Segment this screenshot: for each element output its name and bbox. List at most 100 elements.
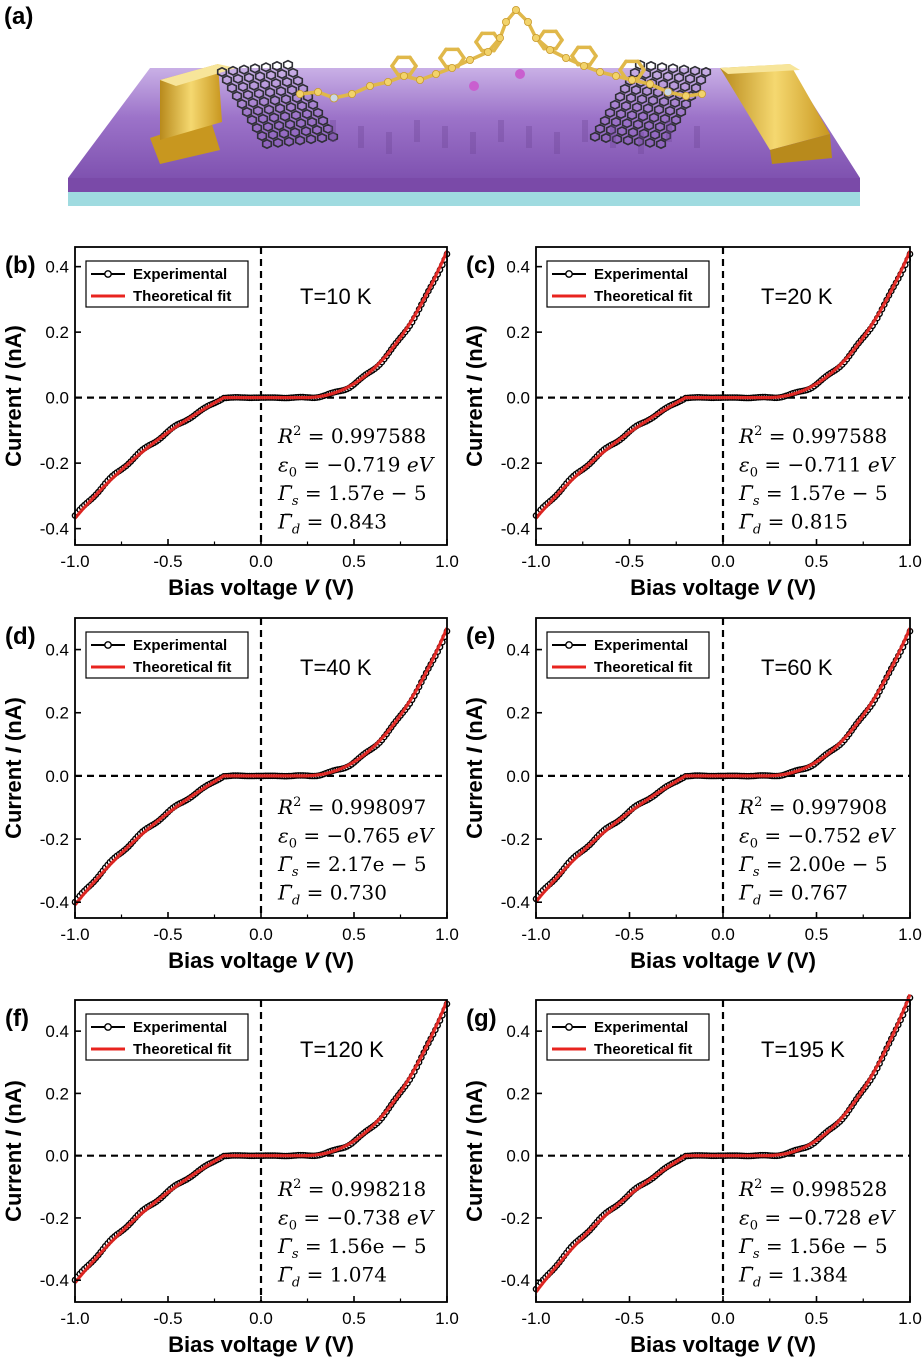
molecule-bond	[570, 54, 580, 67]
molecule-atom	[628, 76, 637, 85]
y-tick-label: -0.2	[40, 454, 69, 473]
legend-experimental-marker	[565, 641, 573, 649]
graphene-hexagon	[275, 86, 287, 97]
graphene-hexagon	[290, 110, 302, 121]
molecule-bond	[438, 47, 448, 60]
graphene-hexagon	[272, 137, 284, 148]
x-tick-label: 0.0	[249, 925, 273, 944]
graphene-hexagon	[604, 107, 616, 118]
panel-label: (f)	[5, 1005, 29, 1032]
x-tick-label: -0.5	[153, 1309, 182, 1328]
graphene-hexagon	[680, 98, 692, 110]
graphene-hexagon	[232, 73, 244, 84]
molecule-atom	[562, 54, 571, 63]
fit-gamma-s: Γ̄s = 1.57e − 5	[277, 481, 427, 509]
legend-box	[85, 1013, 249, 1061]
y-tick-label: 0.0	[45, 1147, 69, 1166]
graphene-hexagon	[247, 97, 259, 108]
iv-chart-g: (g) -1.0 -0.5 0.0 0.5 1.0 -0.4 -0.2 0.0 0.2 0.4 Bia…	[462, 993, 922, 1357]
panel-a-illustration: (a)	[4, 3, 860, 206]
molecule-atom	[524, 17, 533, 26]
fit-gamma-d: Γ̄d = 0.730	[277, 881, 387, 909]
molecule-atom	[512, 6, 521, 14]
graphene-hexagon	[630, 84, 642, 96]
molecule-atom	[546, 46, 555, 55]
y-tick-label: -0.4	[40, 1271, 69, 1290]
graphene-hexagon	[616, 126, 628, 137]
molecule-bond	[390, 64, 400, 77]
y-tick-label: -0.2	[501, 454, 530, 473]
y-tick-label: -0.2	[40, 830, 69, 849]
x-tick-label: 0.5	[342, 552, 366, 571]
graphene-hexagon	[261, 138, 273, 150]
graphene-hexagon	[684, 73, 696, 84]
molecule-atom	[431, 70, 440, 79]
molecule-atom	[495, 34, 504, 43]
molecule-atom	[347, 90, 356, 99]
molecule-atom	[465, 56, 474, 65]
y-tick-label: 0.4	[45, 1022, 69, 1041]
molecule-icon	[295, 6, 707, 154]
x-tick-label: -0.5	[153, 552, 182, 571]
fit-epsilon0: ε0 = −0.765 eV	[278, 824, 436, 852]
molecule-atom	[483, 48, 492, 57]
molecule-atom	[532, 34, 541, 43]
graphene-hexagon	[317, 115, 329, 126]
theoretical-fit-line	[534, 627, 912, 903]
legend: Experimental Theoretical fit	[546, 631, 710, 679]
graphene-hexagon	[589, 131, 601, 142]
graphene-hexagon	[226, 82, 238, 94]
y-tick-label: 0.0	[45, 389, 69, 408]
y-axis-label: Current I (nA)	[462, 1080, 487, 1222]
graphene-hexagon	[242, 89, 254, 100]
graphene-hexagon	[279, 111, 291, 122]
graphene-hexagon	[700, 66, 712, 78]
fit-gamma-s: Γ̄s = 1.56e − 5	[738, 1234, 888, 1262]
molecule-reflection	[610, 126, 616, 148]
legend-box	[546, 1013, 710, 1061]
molecule-bond	[456, 56, 466, 69]
graphene-hexagon	[260, 62, 272, 73]
x-axis-label: Bias voltage V (V)	[630, 948, 816, 973]
x-tick-label: 0.5	[342, 1309, 366, 1328]
molecule-bond	[554, 29, 564, 42]
y-tick-label: 0.2	[45, 323, 69, 342]
graphene-hexagon	[673, 72, 685, 83]
graphene-hexagon	[611, 134, 623, 145]
molecule-bond	[474, 40, 484, 53]
graphene-hexagon	[662, 71, 674, 82]
x-tick-label: -1.0	[60, 1309, 89, 1328]
molecule-reflection	[638, 132, 644, 154]
molecule-bond	[570, 45, 580, 58]
graphene-hexagon	[301, 108, 313, 120]
x-tick-label: -0.5	[615, 552, 644, 571]
molecule-reflection	[330, 120, 336, 142]
graphene-hexagon	[633, 136, 645, 147]
molecule-bond	[554, 38, 564, 51]
panel-label: (e)	[466, 623, 495, 650]
graphene-hexagon	[600, 132, 612, 144]
graphene-hexagon	[253, 88, 265, 99]
graphene-hexagon	[296, 100, 308, 112]
x-axis-label: Bias voltage V (V)	[168, 948, 354, 973]
legend-experimental-marker	[104, 641, 112, 649]
y-axis-label: Current I (nA)	[1, 697, 26, 839]
graphene-hexagon	[632, 119, 644, 130]
graphene-hexagon	[689, 65, 701, 76]
y-tick-label: 0.4	[506, 641, 530, 660]
x-tick-label: 0.0	[249, 552, 273, 571]
graphene-hexagon	[642, 103, 654, 114]
fit-gamma-d: Γ̄d = 0.767	[738, 881, 848, 909]
graphene-hexagon	[265, 70, 277, 81]
graphene-hexagon	[257, 113, 269, 124]
molecule-atom	[415, 76, 424, 85]
graphene-hexagon	[644, 137, 656, 148]
fit-gamma-d: Γ̄d = 1.384	[738, 1263, 848, 1291]
molecule-bond	[618, 68, 628, 81]
graphene-hexagon	[216, 66, 228, 78]
x-tick-label: 0.0	[249, 1309, 273, 1328]
graphene-hexagon	[243, 72, 255, 83]
fit-gamma-s: Γ̄s = 1.57e − 5	[738, 481, 888, 509]
molecule-reflection	[498, 120, 504, 142]
graphene-hexagon	[276, 68, 288, 80]
